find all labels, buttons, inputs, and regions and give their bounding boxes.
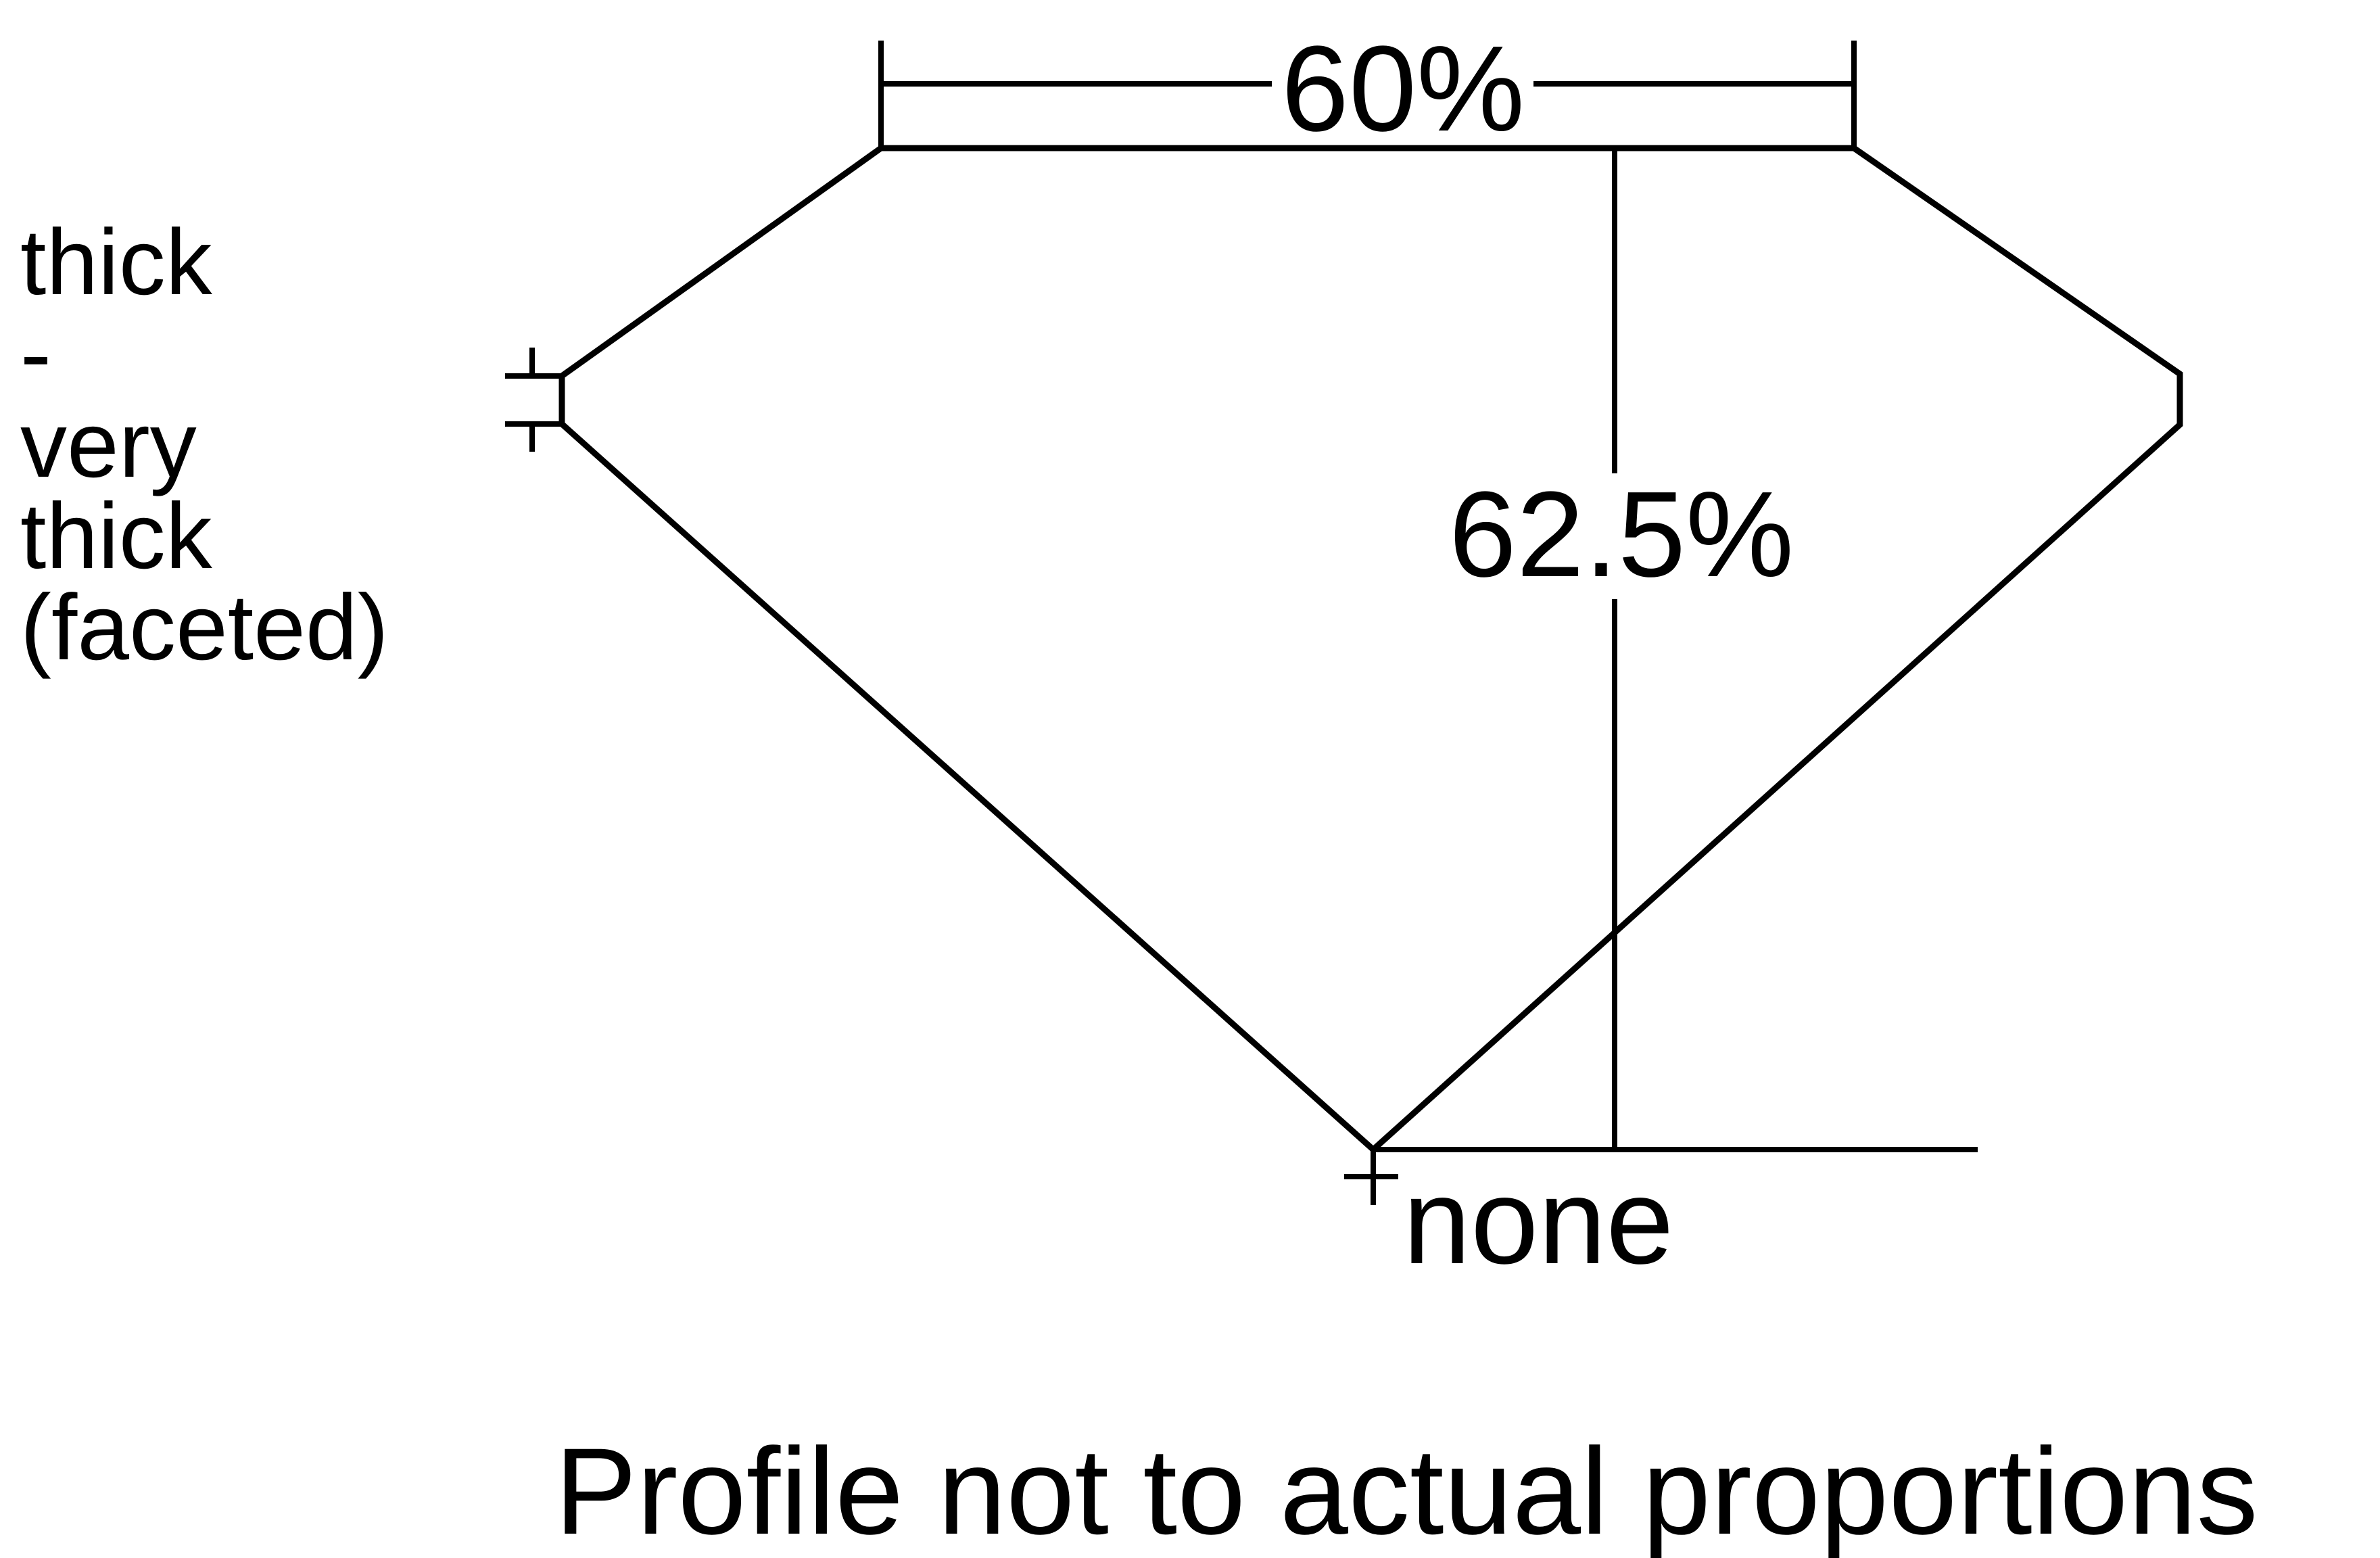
girdle-label-line-2: - [20,302,51,406]
girdle-label-line-1: thick [20,210,213,314]
girdle-label-line-5: (faceted) [20,575,389,680]
caption: Profile not to actual proportions [554,1422,2258,1558]
culet-label: none [1403,1154,1673,1290]
girdle-label-line-4: thick [20,484,213,588]
girdle-thickness-label: thick - very thick (faceted) [20,210,389,680]
girdle-label-line-3: very [20,393,197,497]
depth-label: 62.5% [1449,467,1794,603]
table-width-label: 60% [1281,21,1525,157]
diamond-outline [558,145,2183,1154]
